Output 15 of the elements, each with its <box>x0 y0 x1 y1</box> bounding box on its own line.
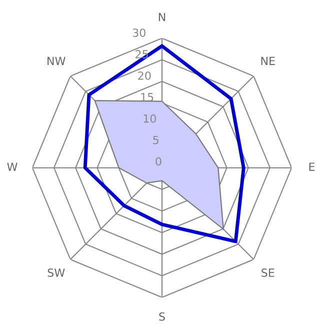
spoke-label: NE <box>261 56 275 65</box>
y-tick-label: 15 <box>141 93 154 102</box>
y-tick-label: 20 <box>138 71 151 80</box>
spoke-label: SE <box>262 268 274 277</box>
spoke-label: N <box>158 13 166 22</box>
y-tick-label: 10 <box>144 114 156 123</box>
spoke-label: S <box>159 312 165 321</box>
spoke-label: NW <box>48 56 66 65</box>
y-tick-label: 30 <box>132 28 146 38</box>
y-tick-label: 25 <box>136 50 148 58</box>
y-tick-label: 5 <box>153 136 158 144</box>
spoke-label: E <box>309 162 315 171</box>
spoke-label: W <box>7 162 18 171</box>
spoke-label: SW <box>48 268 65 277</box>
y-tick-label: 0 <box>156 157 162 166</box>
